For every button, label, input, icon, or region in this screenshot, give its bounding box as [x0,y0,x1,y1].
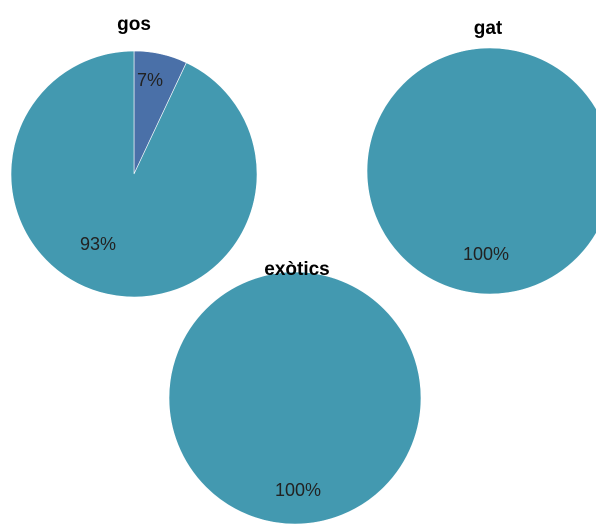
chart-title-exotics: exòtics [264,259,329,280]
pie-chart-gat: 100% gat [366,18,596,295]
pie-slice-gos-2 [10,50,258,298]
pie-chart-exotics: 100% exòtics [168,259,422,525]
chart-title-gat: gat [474,18,503,39]
pie-slice-exotics-1 [168,271,422,525]
chart-title-gos: gos [117,14,151,35]
pie-chart-gos: 7% 93% gos [10,14,258,298]
data-label-exotics-1: 100% [275,480,321,500]
data-label-gat-1: 100% [463,244,509,264]
data-label-gos-2: 93% [80,234,116,254]
data-label-gos-1: 7% [137,70,163,90]
pie-slice-gat-1 [366,47,596,295]
